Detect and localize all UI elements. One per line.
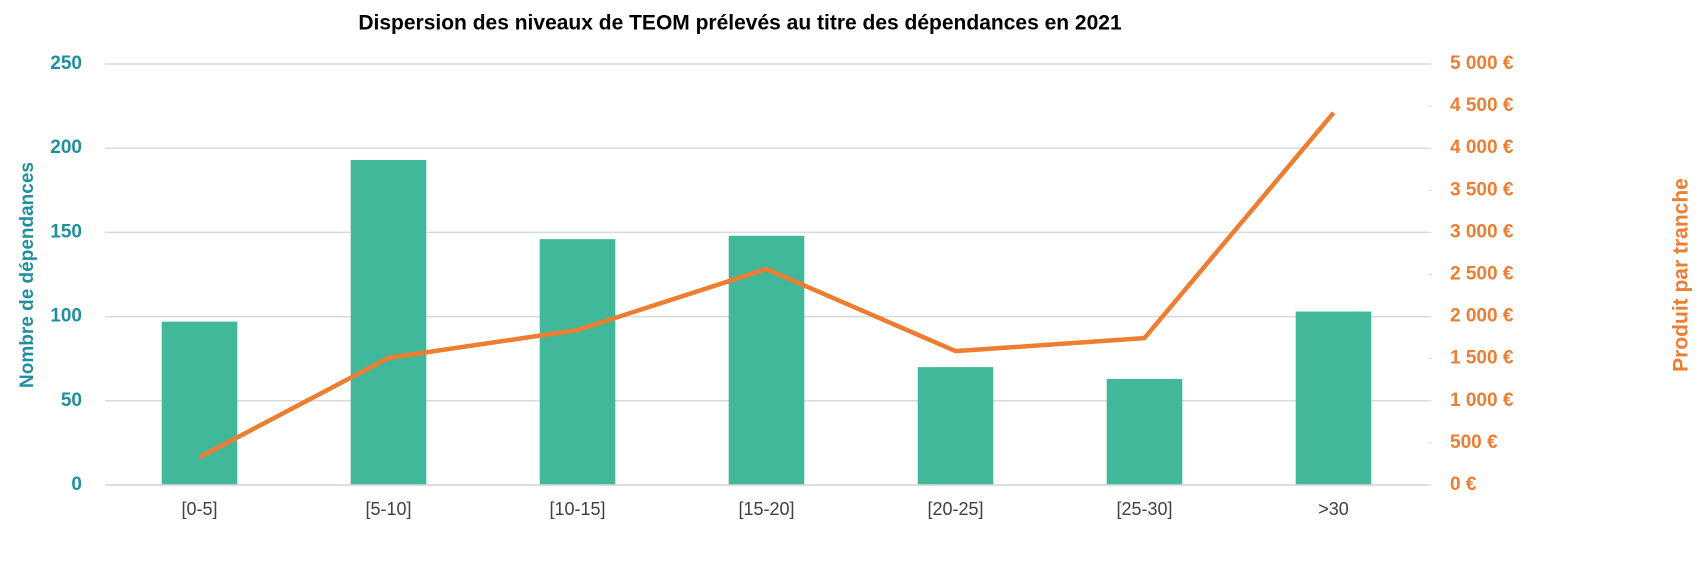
bar xyxy=(728,235,805,485)
y2-tick-label: 0 € xyxy=(1450,474,1477,495)
bar xyxy=(1295,311,1372,485)
x-tick-label: [0-5] xyxy=(181,499,217,519)
y-tick-label: 0 xyxy=(71,474,82,495)
y-tick-label: 250 xyxy=(50,53,82,74)
x-tick-label: [5-10] xyxy=(365,499,411,519)
y2-tick-label: 500 € xyxy=(1450,432,1498,453)
y2-tick-label: 2 000 € xyxy=(1450,306,1514,327)
bar xyxy=(539,239,616,485)
y2-tick-label: 4 500 € xyxy=(1450,95,1514,116)
y-tick-label: 200 xyxy=(50,137,82,158)
y-tick-label: 150 xyxy=(50,221,82,242)
x-tick-label: [20-25] xyxy=(927,499,983,519)
x-tick-label: [15-20] xyxy=(738,499,794,519)
bar xyxy=(917,367,994,485)
y2-tick-label: 5 000 € xyxy=(1450,53,1514,74)
y-tick-label: 50 xyxy=(61,390,82,411)
y-tick-label: 100 xyxy=(50,306,82,327)
y2-tick-label: 3 000 € xyxy=(1450,221,1514,242)
y2-axis-title: Produit par tranche xyxy=(1670,178,1693,372)
y2-tick-label: 1 500 € xyxy=(1450,348,1514,369)
line xyxy=(198,111,1336,460)
x-tick-label: [25-30] xyxy=(1116,499,1172,519)
y2-tick-label: 3 500 € xyxy=(1450,179,1514,200)
bar xyxy=(350,159,427,485)
y-axis-title: Nombre de dépendances xyxy=(17,162,38,388)
y2-tick-label: 2 500 € xyxy=(1450,264,1514,285)
x-tick-label: [10-15] xyxy=(549,499,605,519)
x-tick-label: >30 xyxy=(1318,499,1349,519)
bar xyxy=(1106,378,1183,485)
bar xyxy=(161,321,238,485)
y2-tick-label: 4 000 € xyxy=(1450,137,1514,158)
y2-tick-label: 1 000 € xyxy=(1450,390,1514,411)
chart-title: Dispersion des niveaux de TEOM prélevés … xyxy=(358,12,1122,35)
